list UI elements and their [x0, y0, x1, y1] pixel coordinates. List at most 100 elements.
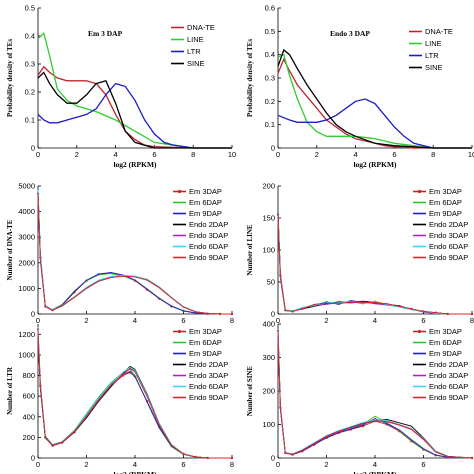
x-tick-label: 6: [421, 460, 425, 469]
x-tick-label: 0: [36, 150, 40, 159]
x-axis-label: log2 (RPKM): [353, 160, 397, 169]
x-tick-label: 6: [181, 316, 185, 325]
y-tick-label: 0.2: [265, 97, 275, 106]
y-tick-label: 4000: [18, 207, 35, 216]
x-tick-label: 10: [468, 150, 474, 159]
legend-label: Endo 3DAP: [429, 371, 468, 380]
legend-label: Endo 3DAP: [429, 231, 468, 240]
legend-label: LTR: [425, 51, 439, 60]
series-line-ltr: [37, 82, 232, 149]
legend-box: [412, 325, 472, 406]
legend-label: Endo 2DAP: [189, 360, 228, 369]
legend-box: [412, 185, 472, 266]
legend-label: SINE: [425, 63, 443, 72]
legend-label: Em 9DAP: [429, 349, 462, 358]
legend-label: Em 3DAP: [189, 327, 222, 336]
legend-label: LINE: [187, 35, 204, 44]
y-tick-label: 50: [267, 278, 275, 287]
legend-label: SINE: [187, 59, 205, 68]
x-tick-label: 0: [276, 150, 280, 159]
legend-box: [170, 21, 232, 73]
x-tick-label: 4: [133, 460, 137, 469]
x-tick-label: 10: [228, 150, 236, 159]
y-tick-label: 0: [271, 144, 275, 153]
series-line-dna-te: [277, 57, 472, 149]
series-line-endo-9dap: [277, 331, 473, 459]
y-tick-label: 200: [22, 433, 35, 442]
legend-marker: [417, 189, 422, 194]
y-axis-label: Number of LTR: [6, 366, 14, 415]
legend-label: Em 9DAP: [429, 209, 462, 218]
legend-label: Endo 6DAP: [429, 382, 468, 391]
legend-box: [172, 185, 234, 266]
y-tick-label: 1000: [18, 284, 35, 293]
legend-label: DNA-TE: [187, 23, 215, 32]
x-tick-label: 2: [315, 150, 319, 159]
series-line-endo-9dap: [37, 194, 232, 315]
y-tick-label: 600: [22, 392, 35, 401]
chart-title: Endo 3 DAP: [330, 29, 370, 38]
chart-panel-middle-right: 0 2 4 6 8 0 50 100 150 200 Number of LINE Em 3DAP Em…: [246, 182, 474, 326]
y-tick-label: 0.5: [265, 27, 275, 36]
y-tick-label: 3000: [18, 233, 35, 242]
y-tick-label: 200: [262, 387, 275, 396]
legend-label: Em 3DAP: [429, 327, 462, 336]
y-tick-label: 0.1: [265, 120, 275, 129]
legend-label: Endo 9DAP: [429, 253, 468, 262]
legend-label: Endo 9DAP: [429, 393, 468, 402]
x-tick-label: 2: [324, 316, 328, 325]
legend-label: Endo 6DAP: [189, 242, 228, 251]
chart-title: Em 3 DAP: [88, 29, 123, 38]
series-line-line: [277, 53, 472, 149]
x-tick-label: 2: [84, 460, 88, 469]
y-tick-label: 400: [22, 412, 35, 421]
y-tick-label: 100: [262, 420, 275, 429]
legend-box: [408, 25, 472, 77]
y-tick-label: 200: [262, 182, 275, 191]
legend-label: LTR: [187, 47, 201, 56]
x-tick-label: 4: [114, 150, 118, 159]
x-tick-label: 8: [191, 150, 195, 159]
legend-marker: [177, 329, 182, 334]
chart-panel-top-left: 0 2 4 6 8 10 0 0.1 0.2 0.3 0.4 0.5 log2 (RPKM) Probab…: [6, 4, 236, 170]
y-tick-label: 300: [262, 353, 275, 362]
x-tick-label: 6: [392, 150, 396, 159]
y-tick-label: 100: [262, 246, 275, 255]
y-tick-label: 0.5: [25, 4, 35, 13]
y-tick-label: 2000: [18, 258, 35, 267]
series-line-sine: [37, 71, 232, 149]
x-axis-label: log2 (RPKM): [113, 160, 157, 169]
legend-label: DNA-TE: [425, 27, 453, 36]
legend-label: Endo 3DAP: [189, 371, 228, 380]
x-tick-label: 2: [84, 316, 88, 325]
y-axis-label: Number of SINE: [246, 365, 254, 416]
series-line-endo-9dap: [277, 215, 472, 315]
y-tick-label: 150: [262, 214, 275, 223]
legend-label: Em 6DAP: [429, 338, 462, 347]
y-tick-label: 400: [262, 320, 275, 329]
y-tick-label: 800: [22, 371, 35, 380]
y-tick-label: 0: [31, 144, 35, 153]
y-tick-label: 1000: [18, 350, 35, 359]
x-tick-label: 0: [36, 460, 40, 469]
y-tick-label: 0: [271, 310, 275, 319]
y-tick-label: 5000: [18, 182, 35, 191]
x-tick-label: 8: [230, 316, 234, 325]
x-tick-label: 0: [276, 460, 280, 469]
series-line-sine: [277, 48, 472, 149]
legend-marker: [177, 189, 182, 194]
x-tick-label: 4: [354, 150, 358, 159]
y-axis-label: Probability density of TEs: [246, 39, 254, 117]
y-axis-label: Number of LINE: [246, 224, 254, 276]
chart-panel-bottom-right: 0 2 4 6 0 100 200 300 400 log2 (RPKM) Number of SI…: [246, 320, 474, 474]
x-tick-label: 6: [181, 460, 185, 469]
y-tick-label: 0.3: [25, 60, 35, 69]
chart-panel-bottom-left: 0 2 4 6 8 0 200 400 600 800 1000 1200 log2 (RPKM) Num…: [6, 324, 234, 474]
x-tick-label: 2: [324, 460, 328, 469]
legend-label: Em 9DAP: [189, 349, 222, 358]
x-tick-label: 4: [373, 316, 377, 325]
legend-marker: [417, 329, 422, 334]
x-tick-label: 0: [276, 316, 280, 325]
y-tick-label: 0: [271, 454, 275, 463]
